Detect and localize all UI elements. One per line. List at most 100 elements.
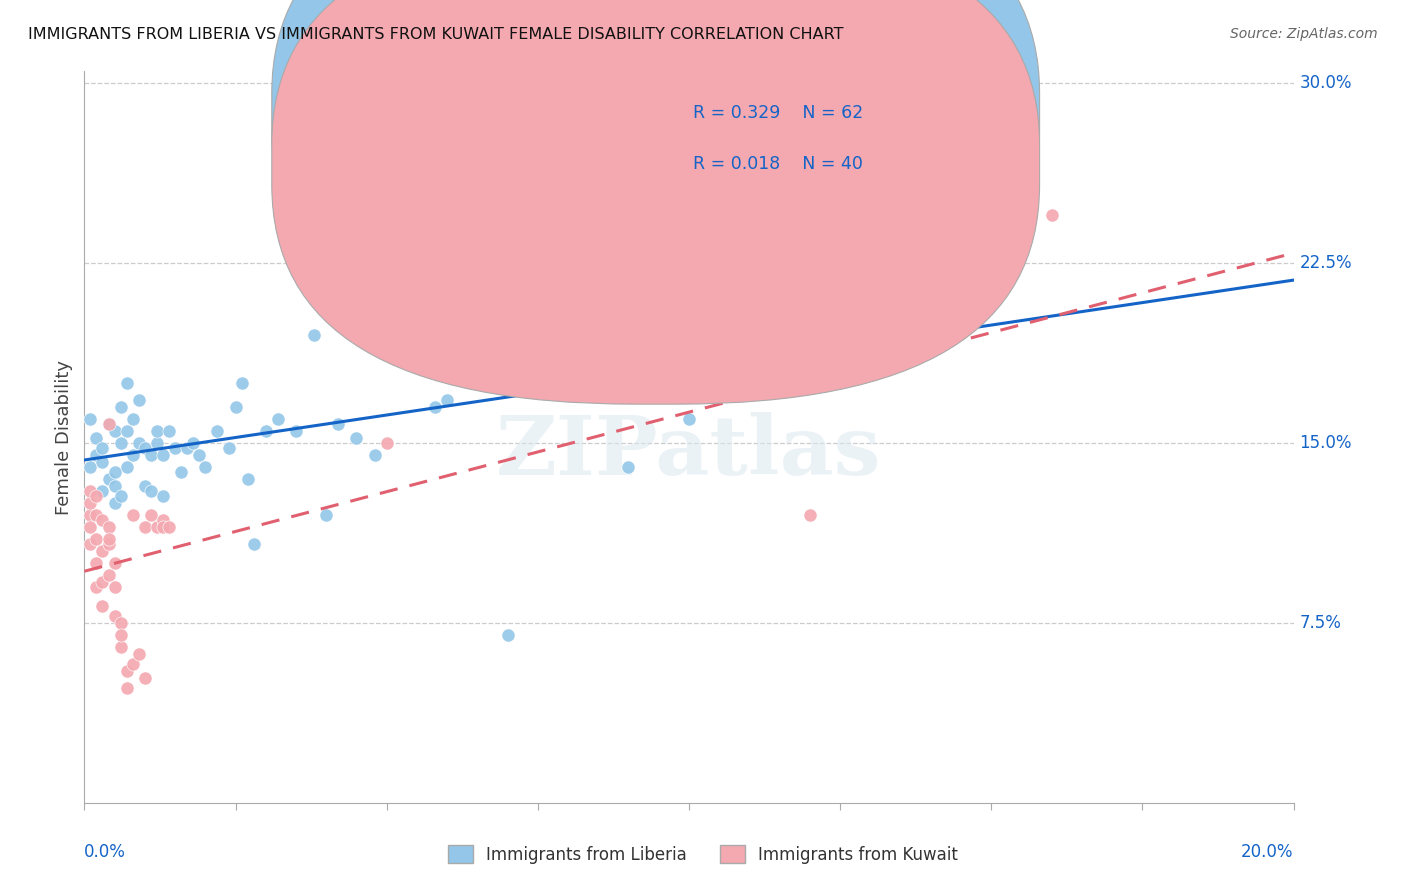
- Point: [128, 436, 150, 450]
- Point: [91, 455, 114, 469]
- Y-axis label: Female Disability: Female Disability: [55, 359, 73, 515]
- Point: [375, 148, 398, 162]
- Point: [799, 508, 821, 522]
- Point: [86, 580, 108, 594]
- Point: [194, 460, 217, 475]
- Point: [79, 537, 101, 551]
- Point: [139, 448, 162, 462]
- Point: [110, 489, 132, 503]
- Point: [328, 417, 350, 431]
- Text: 22.5%: 22.5%: [1299, 254, 1353, 272]
- FancyBboxPatch shape: [271, 0, 1039, 404]
- Point: [110, 400, 132, 414]
- Point: [134, 520, 156, 534]
- Point: [110, 628, 132, 642]
- Point: [436, 392, 458, 407]
- Point: [302, 328, 325, 343]
- Point: [267, 412, 290, 426]
- Point: [242, 537, 264, 551]
- Point: [86, 489, 108, 503]
- Point: [79, 460, 101, 475]
- Point: [86, 508, 108, 522]
- Point: [284, 424, 308, 438]
- Text: 30.0%: 30.0%: [1299, 74, 1353, 93]
- Point: [146, 436, 169, 450]
- Text: 0.0%: 0.0%: [84, 843, 127, 861]
- Point: [315, 508, 337, 522]
- Point: [157, 424, 180, 438]
- Point: [128, 392, 150, 407]
- Point: [91, 575, 114, 590]
- Point: [97, 537, 120, 551]
- Point: [423, 400, 446, 414]
- Point: [79, 496, 101, 510]
- Point: [91, 483, 114, 498]
- Point: [86, 532, 108, 546]
- Point: [1040, 208, 1063, 222]
- Point: [104, 496, 127, 510]
- Point: [86, 431, 108, 445]
- Point: [134, 441, 156, 455]
- Text: 7.5%: 7.5%: [1299, 614, 1341, 632]
- Point: [91, 599, 114, 614]
- Point: [738, 304, 761, 318]
- Point: [91, 513, 114, 527]
- Point: [980, 268, 1002, 283]
- Point: [146, 520, 169, 534]
- FancyBboxPatch shape: [605, 78, 943, 203]
- Point: [79, 483, 101, 498]
- Legend: Immigrants from Liberia, Immigrants from Kuwait: Immigrants from Liberia, Immigrants from…: [441, 838, 965, 871]
- Point: [152, 448, 174, 462]
- Point: [134, 479, 156, 493]
- Point: [79, 520, 101, 534]
- Point: [110, 615, 132, 630]
- Point: [181, 436, 204, 450]
- Point: [496, 628, 519, 642]
- Point: [128, 647, 150, 661]
- Text: ZIPatlas: ZIPatlas: [496, 412, 882, 491]
- Point: [86, 448, 108, 462]
- Point: [104, 479, 127, 493]
- Point: [91, 544, 114, 558]
- Point: [139, 508, 162, 522]
- Point: [97, 417, 120, 431]
- Point: [188, 448, 211, 462]
- Text: R = 0.329    N = 62: R = 0.329 N = 62: [693, 104, 863, 122]
- FancyBboxPatch shape: [271, 0, 1039, 353]
- Point: [170, 465, 193, 479]
- Point: [139, 483, 162, 498]
- Point: [218, 441, 240, 455]
- Point: [115, 424, 138, 438]
- Point: [104, 424, 127, 438]
- Point: [121, 412, 143, 426]
- Point: [152, 489, 174, 503]
- Point: [207, 424, 229, 438]
- Point: [152, 520, 174, 534]
- Point: [86, 556, 108, 570]
- Point: [225, 400, 247, 414]
- Point: [121, 657, 143, 671]
- Point: [97, 417, 120, 431]
- Point: [363, 448, 385, 462]
- Point: [146, 424, 169, 438]
- Text: IMMIGRANTS FROM LIBERIA VS IMMIGRANTS FROM KUWAIT FEMALE DISABILITY CORRELATION : IMMIGRANTS FROM LIBERIA VS IMMIGRANTS FR…: [28, 27, 844, 42]
- Point: [236, 472, 259, 486]
- Point: [104, 556, 127, 570]
- Point: [97, 472, 120, 486]
- Point: [97, 568, 120, 582]
- Point: [231, 376, 253, 391]
- Point: [121, 508, 143, 522]
- Point: [176, 441, 198, 455]
- Text: 20.0%: 20.0%: [1241, 843, 1294, 861]
- Point: [110, 640, 132, 654]
- Text: Source: ZipAtlas.com: Source: ZipAtlas.com: [1230, 27, 1378, 41]
- Point: [110, 436, 132, 450]
- Point: [588, 316, 610, 330]
- Point: [163, 441, 186, 455]
- Point: [104, 580, 127, 594]
- Point: [121, 448, 143, 462]
- Point: [134, 671, 156, 685]
- Point: [79, 508, 101, 522]
- Point: [406, 335, 429, 350]
- Point: [115, 664, 138, 678]
